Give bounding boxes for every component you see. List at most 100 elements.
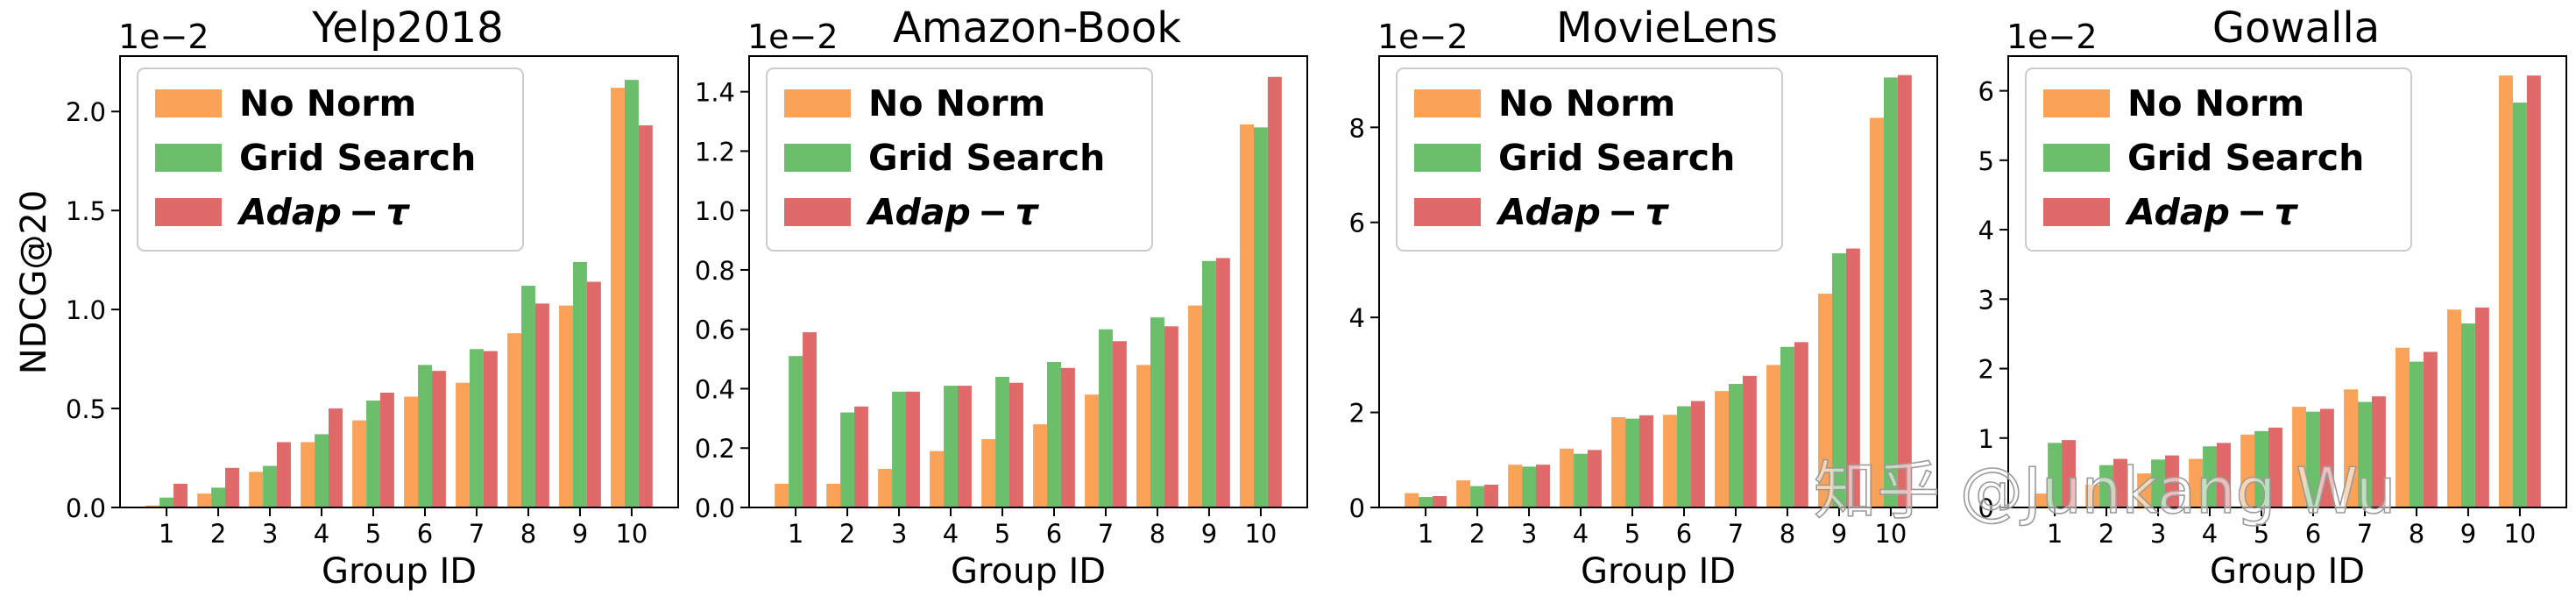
bar-no-norm-group-3: [1508, 465, 1523, 507]
bar-adap-tau-group-4: [1587, 450, 1602, 507]
y-tick-label: 4: [1978, 216, 1994, 245]
x-tick-label: 3: [2150, 519, 2166, 549]
bar-no-norm-group-1: [775, 483, 789, 507]
bar-no-norm-group-1: [145, 505, 160, 507]
bar-adap-tau-group-2: [2113, 458, 2127, 507]
bar-grid-search-group-8: [520, 286, 535, 507]
bar-grid-search-group-2: [1470, 486, 1485, 507]
bar-grid-search-group-1: [2048, 443, 2063, 507]
bar-grid-search-group-6: [1677, 406, 1691, 507]
bar-no-norm-group-4: [930, 450, 945, 508]
x-tick-label: 6: [417, 519, 433, 549]
y-tick-label: 1.5: [66, 196, 106, 226]
bar-adap-tau-group-6: [431, 371, 446, 507]
bar-grid-search-group-8: [1780, 346, 1794, 507]
panel-title: Yelp2018: [311, 4, 503, 53]
x-tick-label: 8: [520, 519, 536, 549]
x-tick-label: 1: [1418, 519, 1433, 549]
legend-swatch-adap-tau: [2043, 198, 2110, 226]
bar-adap-tau-group-6: [2319, 408, 2334, 507]
x-tick-label: 2: [210, 519, 226, 549]
x-axis-label: Group ID: [322, 551, 477, 592]
legend-box: [1396, 67, 1783, 252]
bar-grid-search-group-1: [789, 356, 803, 507]
legend-swatch-grid-search: [784, 144, 851, 172]
legend-swatch-adap-tau: [155, 198, 222, 226]
x-tick-label: 2: [839, 519, 855, 549]
y-tick-label: 2.0: [66, 97, 106, 127]
y-tick-label: 6: [1349, 209, 1365, 238]
bar-grid-search-group-9: [572, 261, 587, 507]
x-tick-label: 3: [1521, 519, 1537, 549]
y-tick-label: 1.0: [695, 196, 735, 226]
bar-adap-tau-group-3: [1536, 465, 1550, 507]
y-tick-label: 0.2: [695, 434, 735, 464]
legend-label-grid-search: Grid Search: [2127, 137, 2364, 179]
y-tick-label: 1: [1978, 424, 1994, 454]
bar-grid-search-group-6: [418, 365, 432, 507]
bar-adap-tau-group-7: [1112, 341, 1127, 507]
legend-box: [137, 67, 524, 252]
bar-grid-search-group-10: [1883, 77, 1898, 507]
bar-adap-tau-group-5: [1008, 382, 1023, 507]
bar-adap-tau-group-1: [1433, 495, 1447, 507]
watermark-text: 知乎 @Junkang Wu: [1814, 454, 2396, 528]
legend: No Norm Grid Search Adap − τ: [766, 67, 1153, 252]
bar-adap-tau-group-2: [854, 406, 868, 507]
x-tick-label: 9: [572, 519, 588, 549]
bar-no-norm-group-2: [1456, 480, 1471, 507]
bar-no-norm-group-5: [352, 420, 367, 507]
bar-no-norm-group-10: [1240, 124, 1254, 507]
y-tick-label: 0.4: [695, 374, 735, 404]
y-tick-label: 1.0: [66, 295, 106, 325]
y-tick-label: 1.4: [695, 78, 735, 108]
x-tick-label: 5: [1624, 519, 1640, 549]
x-axis-label: Group ID: [951, 551, 1106, 592]
bar-adap-tau-group-3: [2165, 455, 2179, 507]
bar-no-norm-group-4: [301, 442, 315, 507]
legend-swatch-grid-search: [1414, 144, 1481, 172]
legend-swatch-no-norm: [1414, 89, 1481, 117]
bar-grid-search-group-5: [366, 401, 380, 507]
legend: No Norm Grid Search Adap − τ: [137, 67, 524, 252]
bar-adap-tau-group-10: [638, 125, 653, 507]
y-tick-label: 0: [1349, 493, 1365, 523]
x-tick-label: 5: [2254, 519, 2269, 549]
bar-no-norm-group-9: [2447, 309, 2461, 507]
y-tick-label: 5: [1978, 146, 1994, 176]
panel-title: Gowalla: [2212, 4, 2380, 53]
bar-grid-search-group-7: [470, 349, 484, 507]
bar-grid-search-group-4: [944, 386, 958, 507]
bar-adap-tau-group-2: [1484, 484, 1498, 507]
y-tick-label: 8: [1349, 113, 1365, 143]
x-tick-label: 5: [994, 519, 1010, 549]
chart-panel-3: 0 2 4 6 8 1 2 3 4 5 6 7 8 9 10 MovieLens 1e−2 Group ID No …: [1349, 4, 1938, 592]
bar-adap-tau-group-4: [2216, 443, 2231, 507]
legend-label-no-norm: No Norm: [1498, 82, 1675, 124]
bar-grid-search-group-5: [1625, 418, 1639, 507]
x-tick-label: 1: [2047, 519, 2063, 549]
bar-adap-tau-group-8: [1794, 342, 1808, 507]
axes-frame: [1378, 55, 1938, 508]
chart-panel-4: 0 1 2 3 4 5 6 1 2 3 4 5 6 7 8 9 10 Gowalla 1e−2 Group ID No …: [1978, 4, 2567, 592]
bar-grid-search-group-6: [1047, 361, 1061, 507]
y-axis-label: NDCG@20: [14, 190, 54, 375]
bar-adap-tau-group-10: [2526, 75, 2541, 508]
bar-adap-tau-group-3: [277, 442, 291, 507]
panel-title: MovieLens: [1556, 4, 1778, 53]
chart-panel-2: 0.0 0.2 0.4 0.6 0.8 1.0 1.2 1.4 1 2 3 4 5 6 7 8 9 10 Amazo…: [695, 4, 1308, 592]
axes-frame: [748, 55, 1308, 508]
panel-title: Amazon-Book: [893, 4, 1181, 53]
x-tick-label: 2: [2098, 519, 2114, 549]
axes-frame: [119, 55, 679, 508]
bar-adap-tau-group-7: [483, 351, 498, 507]
legend-swatch-no-norm: [784, 89, 851, 117]
x-tick-label: 4: [2202, 519, 2218, 549]
bar-no-norm-group-1: [2034, 493, 2049, 507]
bar-grid-search-group-2: [840, 412, 855, 507]
x-tick-label: 4: [1573, 519, 1589, 549]
bar-no-norm-group-2: [197, 493, 212, 507]
bar-grid-search-group-4: [1574, 453, 1588, 507]
x-tick-label: 3: [891, 519, 907, 549]
bar-grid-search-group-7: [2358, 401, 2372, 507]
